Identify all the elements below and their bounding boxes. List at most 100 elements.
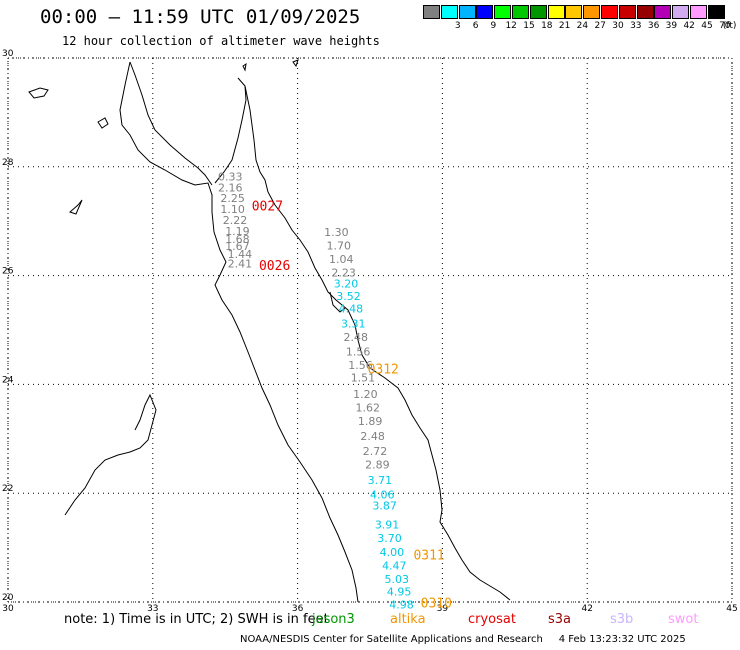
- swh-value: 1.89: [358, 415, 383, 428]
- lat-tick-label: 30: [2, 49, 14, 59]
- swh-value: 3.20: [334, 278, 359, 291]
- swh-value: 4.06: [370, 489, 395, 502]
- legend-label: 27: [594, 21, 606, 31]
- swh-value: 3.87: [372, 500, 397, 513]
- pass-label: 0312: [368, 363, 399, 378]
- legend-label: 30: [612, 21, 624, 31]
- legend-swatch: [476, 5, 494, 19]
- legend-swatch: [672, 5, 690, 19]
- legend-label: 33: [630, 21, 642, 31]
- legend-label: 24: [576, 21, 589, 31]
- swh-value: 1.19: [225, 225, 250, 238]
- swh-value: 2.22: [223, 214, 248, 227]
- legend-swatch: [583, 5, 601, 19]
- swh-value: 3.91: [375, 519, 400, 532]
- credit-org: NOAA/NESDIS Center for Satellite Applica…: [240, 634, 543, 645]
- swh-value: 0.33: [218, 170, 243, 183]
- legend-label: 18: [541, 21, 553, 31]
- swh-value: 4.00: [380, 546, 405, 559]
- legend-swatch: [547, 5, 565, 19]
- lon-tick-label: 33: [147, 604, 158, 614]
- swh-value: 1.62: [356, 402, 381, 415]
- swh-value: 2.41: [228, 257, 253, 270]
- island-4: [292, 59, 299, 68]
- graticule: 30 33 36 39 42 45 30 28 26 24 22 20: [2, 49, 738, 614]
- swh-value: 2.48: [360, 430, 385, 443]
- legend-label: 3: [454, 21, 461, 31]
- generated-timestamp: 4 Feb 13:23:32 UTC 2025: [558, 634, 686, 645]
- swh-value: 1.10: [220, 203, 245, 216]
- lat-tick-label: 22: [2, 484, 13, 494]
- legend-label: 15: [523, 21, 535, 31]
- map-frame: [7, 57, 733, 603]
- swh-value: 1.56: [348, 359, 373, 372]
- legend-label: 39: [665, 21, 678, 31]
- coastline: [28, 59, 511, 603]
- lat-tick-label: 24: [2, 375, 14, 385]
- island-3: [69, 199, 83, 215]
- legend-swatch: [529, 5, 547, 19]
- swh-observations: 0.332.162.251.102.221.191.681.671.442.41…: [218, 170, 414, 611]
- legend-unit: (ft): [722, 21, 737, 31]
- legend-swatch: [565, 5, 583, 19]
- coast-west: [119, 61, 359, 603]
- lon-tick-label: 45: [726, 604, 737, 614]
- pass-label: 0027: [252, 199, 283, 214]
- legend-label: 42: [683, 21, 695, 31]
- swh-value: 2.16: [218, 181, 243, 194]
- legend-label: 70: [719, 21, 731, 31]
- swh-value: 1.56: [346, 346, 371, 359]
- swh-value: 5.03: [384, 573, 409, 586]
- pass-label: 0026: [259, 259, 290, 274]
- swh-value: 1.20: [353, 388, 378, 401]
- pass-label: 0310: [421, 596, 452, 611]
- swh-value: 2.89: [365, 459, 390, 472]
- legend-swatch: [601, 5, 618, 19]
- units-note: note: 1) Time is in UTC; 2) SWH is in fe…: [64, 612, 329, 627]
- swh-value: 3.31: [341, 317, 366, 330]
- swh-value: 4.95: [387, 585, 412, 598]
- legend-label: 36: [647, 21, 660, 31]
- satellite-label: s3a: [548, 612, 572, 627]
- swh-value: 4.47: [382, 559, 407, 572]
- legend-label: 12: [505, 21, 517, 31]
- legend-swatch: [512, 5, 529, 19]
- pass-labels: 0027 0026 0312 0311 0310: [252, 199, 452, 611]
- lat-tick-label: 28: [2, 158, 14, 168]
- swh-value: 3.52: [336, 290, 361, 303]
- legend-swatch: [458, 5, 476, 19]
- legend-swatch: [690, 5, 707, 19]
- coast-aqaba: [244, 85, 269, 193]
- legend-label: 9: [490, 21, 497, 31]
- lon-tick-label: 42: [581, 604, 592, 614]
- coast-gulf-suez: [129, 61, 213, 186]
- map-title: 00:00 – 11:59 UTC 01/09/2025: [40, 6, 361, 28]
- legend-swatch: [707, 5, 725, 19]
- satellite-label: swot: [668, 612, 699, 627]
- lat-tick-label: 26: [2, 267, 14, 277]
- swh-value: 1.30: [324, 226, 349, 239]
- lon-tick-label: 39: [437, 604, 449, 614]
- swh-value: 4.48: [339, 303, 364, 316]
- coast-east: [267, 191, 511, 601]
- legend-swatch: [423, 5, 440, 19]
- coast-sinai: [214, 77, 247, 184]
- inland-boundary: [64, 393, 157, 516]
- map-subtitle: 12 hour collection of altimeter wave hei…: [62, 34, 380, 48]
- island-2: [97, 117, 109, 129]
- coast-shore-east: [329, 291, 346, 313]
- legend-label: 21: [558, 21, 571, 31]
- legend-label: 6: [472, 21, 479, 31]
- swh-value: 1.67: [225, 240, 250, 253]
- satellite-label: s3b: [610, 612, 634, 627]
- legend-swatch: [618, 5, 636, 19]
- lon-tick-label: 36: [292, 604, 304, 614]
- swh-value: 1.51: [351, 372, 376, 385]
- swh-value: 1.70: [327, 239, 352, 252]
- swh-value: 1.44: [228, 248, 253, 261]
- swh-value: 1.04: [329, 253, 354, 266]
- swh-value: 3.70: [377, 532, 402, 545]
- legend-label: 45: [701, 21, 713, 31]
- swh-value: 3.71: [368, 474, 393, 487]
